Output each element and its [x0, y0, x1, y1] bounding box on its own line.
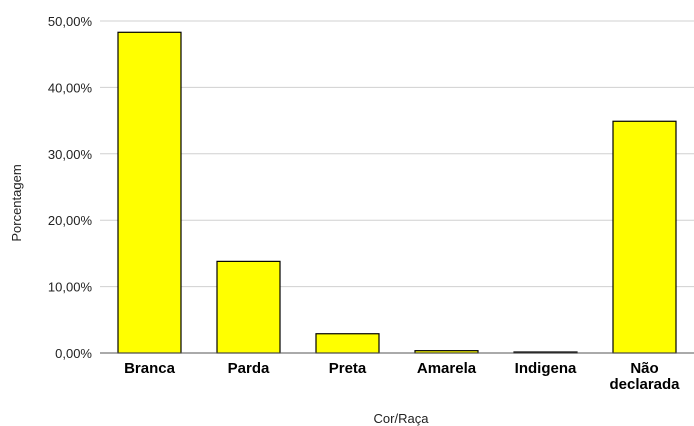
- y-tick-label: 30,00%: [48, 147, 93, 162]
- y-tick-label: 40,00%: [48, 80, 93, 95]
- bar: [612, 120, 677, 354]
- y-tick-label: 10,00%: [48, 280, 93, 295]
- x-category-label: Não declarada: [609, 360, 680, 393]
- x-category-labels: Branca Parda Preta Amarela Indigena Não declar…: [124, 360, 680, 393]
- y-tick-label: 50,00%: [48, 14, 93, 29]
- bar: [216, 260, 281, 354]
- y-tick-label: 0,00%: [55, 346, 92, 361]
- y-axis-title: Porcentagem: [9, 164, 24, 241]
- x-category-label: Indigena: [515, 360, 577, 377]
- x-category-label: Branca: [124, 360, 176, 377]
- x-category-label: Preta: [329, 360, 367, 377]
- x-category-label: Amarela: [417, 360, 477, 377]
- bars: [117, 31, 677, 354]
- grid-lines: [100, 20, 694, 288]
- y-tick-labels: 0,00% 10,00% 20,00% 30,00% 40,00% 50,00%: [48, 14, 93, 361]
- y-tick-label: 20,00%: [48, 213, 93, 228]
- bar: [117, 31, 182, 354]
- bar: [315, 333, 380, 354]
- x-category-label: Parda: [228, 360, 270, 377]
- x-axis-title: Cor/Raça: [374, 411, 430, 426]
